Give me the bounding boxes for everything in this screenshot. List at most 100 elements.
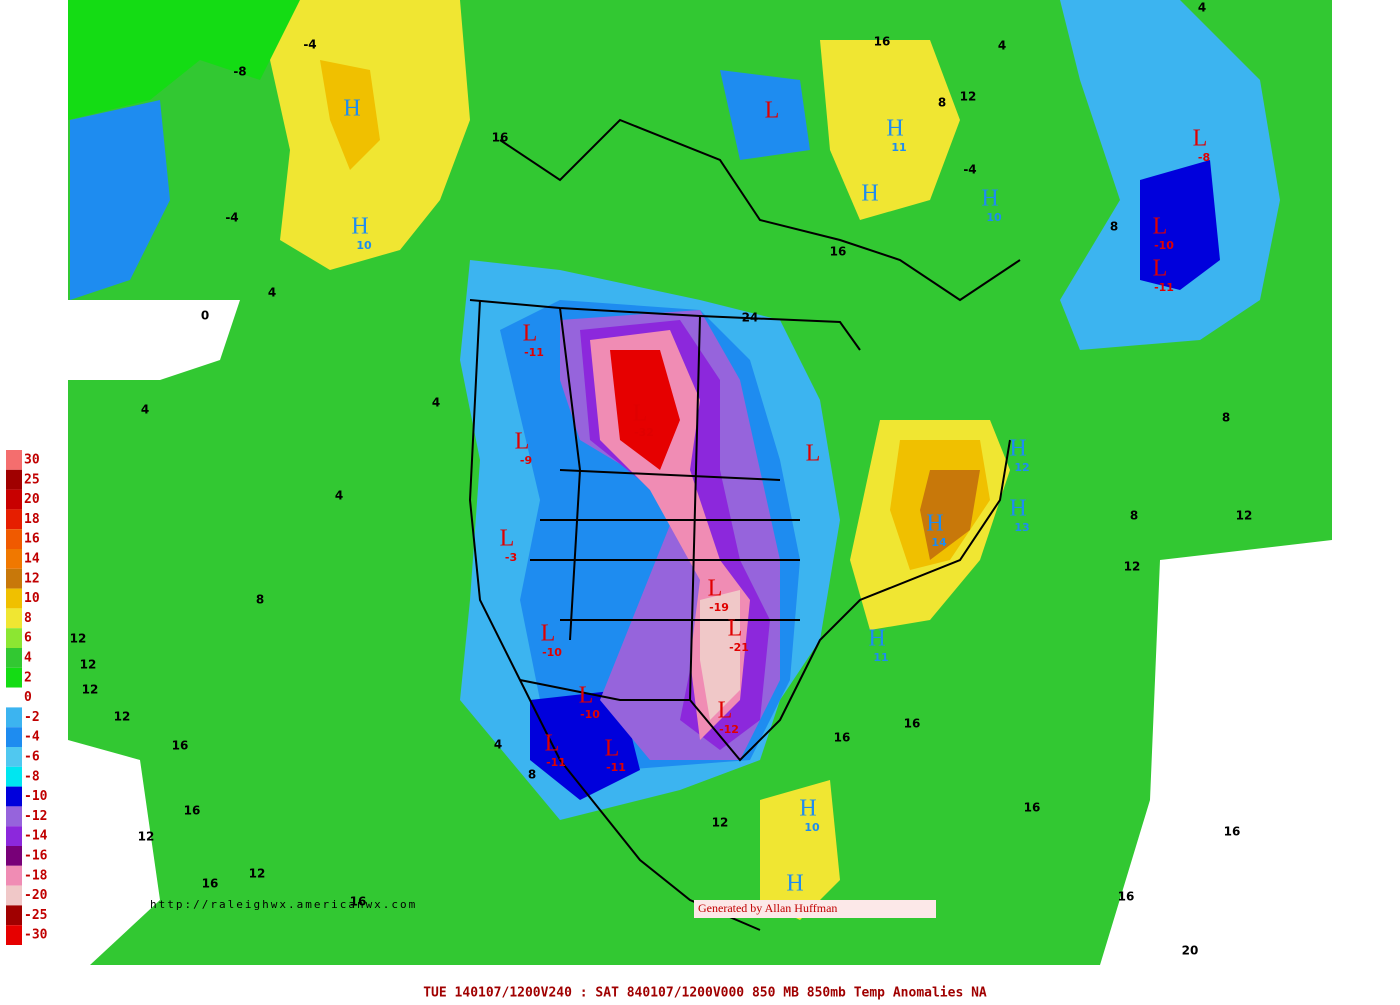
center-letter: L: [500, 526, 515, 552]
center-letter: L: [633, 401, 648, 427]
legend-label: -8: [24, 769, 40, 784]
center-value: 11: [873, 651, 888, 664]
legend-swatch: [6, 885, 22, 906]
center-letter: H: [861, 181, 878, 207]
center-value: -12: [719, 723, 739, 736]
contour-label: 12: [138, 830, 155, 844]
contour-label: 16: [1024, 801, 1041, 815]
contour-label: 4: [494, 738, 502, 752]
contour-label: 12: [70, 632, 87, 646]
legend-swatch: [6, 687, 22, 708]
legend-swatch: [6, 865, 22, 886]
contour-label: 4: [268, 286, 276, 300]
center-value: -11: [1154, 281, 1174, 294]
url: http://raleighwx.americanwx.com: [150, 898, 417, 911]
center-letter: L: [806, 441, 821, 467]
legend-swatch: [6, 747, 22, 767]
contour-label: 24: [742, 311, 759, 325]
center-letter: L: [545, 731, 560, 757]
legend-swatch: [6, 707, 22, 728]
center-letter: H: [799, 796, 816, 822]
legend-label: 4: [24, 651, 32, 666]
legend-label: -10: [24, 789, 48, 804]
legend-label: -20: [24, 888, 48, 903]
legend-swatch: [6, 766, 22, 787]
legend-label: 6: [24, 631, 32, 646]
contour-label: 8: [938, 96, 946, 110]
contour-label: 4: [432, 396, 440, 410]
contour-label: 12: [1236, 509, 1253, 523]
center-letter: L: [1193, 126, 1208, 152]
legend-label: -18: [24, 868, 48, 883]
contour-label: -4: [303, 38, 316, 52]
contour-label: 8: [1222, 411, 1230, 425]
center-letter: L: [728, 616, 743, 642]
legend-label: 14: [24, 552, 40, 567]
contour-label: 12: [1124, 560, 1141, 574]
legend-label: 30: [24, 453, 40, 468]
contour-label: 16: [834, 731, 851, 745]
legend-swatch: [6, 450, 22, 470]
contour-label: 4: [335, 489, 343, 503]
legend-label: -2: [24, 710, 40, 725]
legend-label: 18: [24, 512, 40, 527]
contour-label: 16: [202, 877, 219, 891]
legend-label: 0: [24, 690, 32, 705]
contour-label: 12: [114, 710, 131, 724]
contour-label: 12: [249, 867, 266, 881]
center-value: 11: [891, 141, 906, 154]
contour-label: 4: [998, 39, 1006, 53]
center-value: 10: [356, 239, 372, 252]
center-letter: L: [765, 98, 780, 124]
legend-swatch: [6, 648, 22, 668]
center-value: 13: [1014, 521, 1029, 534]
center-letter: L: [579, 683, 594, 709]
legend-swatch: [6, 529, 22, 549]
legend-swatch: [6, 786, 22, 807]
legend-label: -12: [24, 809, 47, 824]
contour-label: 16: [904, 717, 921, 731]
contour-label: 12: [712, 816, 729, 830]
legend-swatch: [6, 588, 22, 609]
center-value: -9: [520, 454, 532, 467]
legend-label: 8: [24, 611, 32, 626]
legend-swatch: [6, 806, 22, 827]
contour-label: 16: [1224, 825, 1241, 839]
center-letter: H: [786, 871, 803, 897]
center-letter: H: [926, 511, 943, 537]
legend-swatch: [6, 469, 22, 490]
legend-label: -25: [24, 908, 47, 923]
legend-swatch: [6, 846, 22, 866]
legend-swatch: [6, 727, 22, 747]
legend-label: 25: [24, 472, 40, 487]
contour-label: 12: [80, 658, 97, 672]
contour-label: 16: [830, 245, 847, 259]
center-letter: L: [1153, 214, 1168, 240]
legend-swatch: [6, 509, 22, 530]
center-value: -11: [546, 756, 566, 769]
center-value: -21: [729, 641, 749, 654]
contour-label: 12: [960, 90, 977, 104]
center-letter: H: [343, 96, 360, 122]
legend-label: -16: [24, 849, 48, 864]
contour-label: 16: [172, 739, 189, 753]
center-value: -8: [1198, 151, 1210, 164]
center-value: 12: [1014, 461, 1029, 474]
legend-label: 20: [24, 492, 40, 507]
center-letter: L: [541, 621, 556, 647]
center-value: -32: [634, 426, 654, 439]
contour-label: 16: [874, 35, 891, 49]
legend-swatch: [6, 608, 22, 629]
center-letter: L: [718, 698, 733, 724]
center-letter: H: [886, 116, 903, 142]
legend-label: 16: [24, 532, 40, 547]
contour-label: 16: [350, 895, 367, 909]
center-value: -11: [524, 346, 544, 359]
contour-label: 0: [201, 309, 209, 323]
borders: [468, 118, 1021, 931]
legend-label: -6: [24, 750, 40, 765]
center-value: -3: [505, 551, 517, 564]
center-letter: L: [605, 736, 620, 762]
